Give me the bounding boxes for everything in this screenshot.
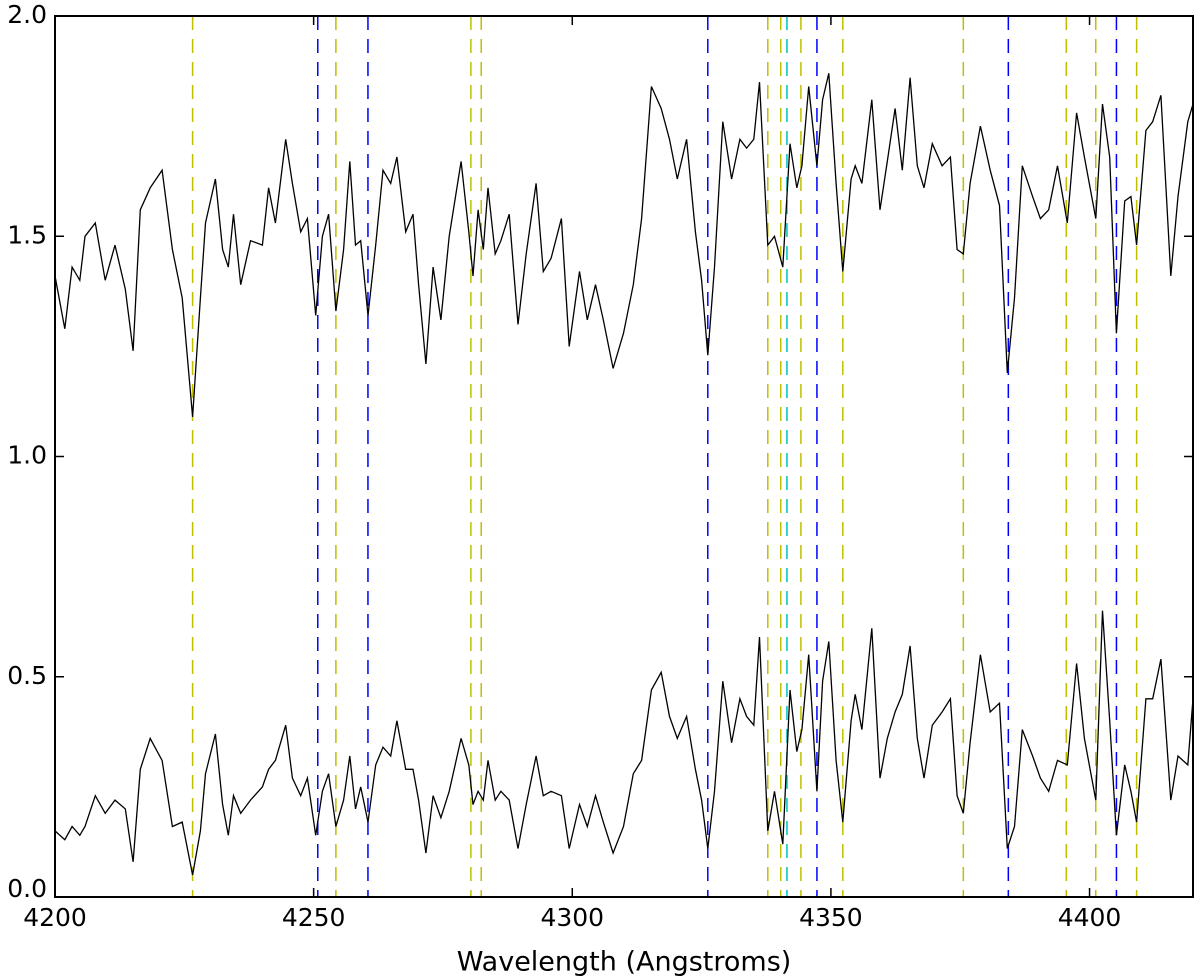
y-tick-label: 1.5	[7, 220, 47, 249]
x-tick-label: 4250	[282, 903, 346, 932]
x-tick-label: 4200	[23, 903, 87, 932]
x-tick-label: 4400	[1058, 903, 1122, 932]
spectrum-line	[54, 610, 1194, 876]
y-tick-label: 2.0	[7, 0, 47, 29]
y-tick-label: 1.0	[7, 441, 47, 470]
x-tick-label: 4300	[540, 903, 604, 932]
y-tick-label: 0.5	[7, 661, 47, 690]
y-tick-label: 0.0	[7, 874, 47, 903]
spectrum-line	[54, 73, 1194, 417]
plot-frame	[54, 15, 1194, 898]
x-axis-label: Wavelength (Angstroms)	[457, 947, 792, 978]
x-tick-label: 4350	[799, 903, 863, 932]
